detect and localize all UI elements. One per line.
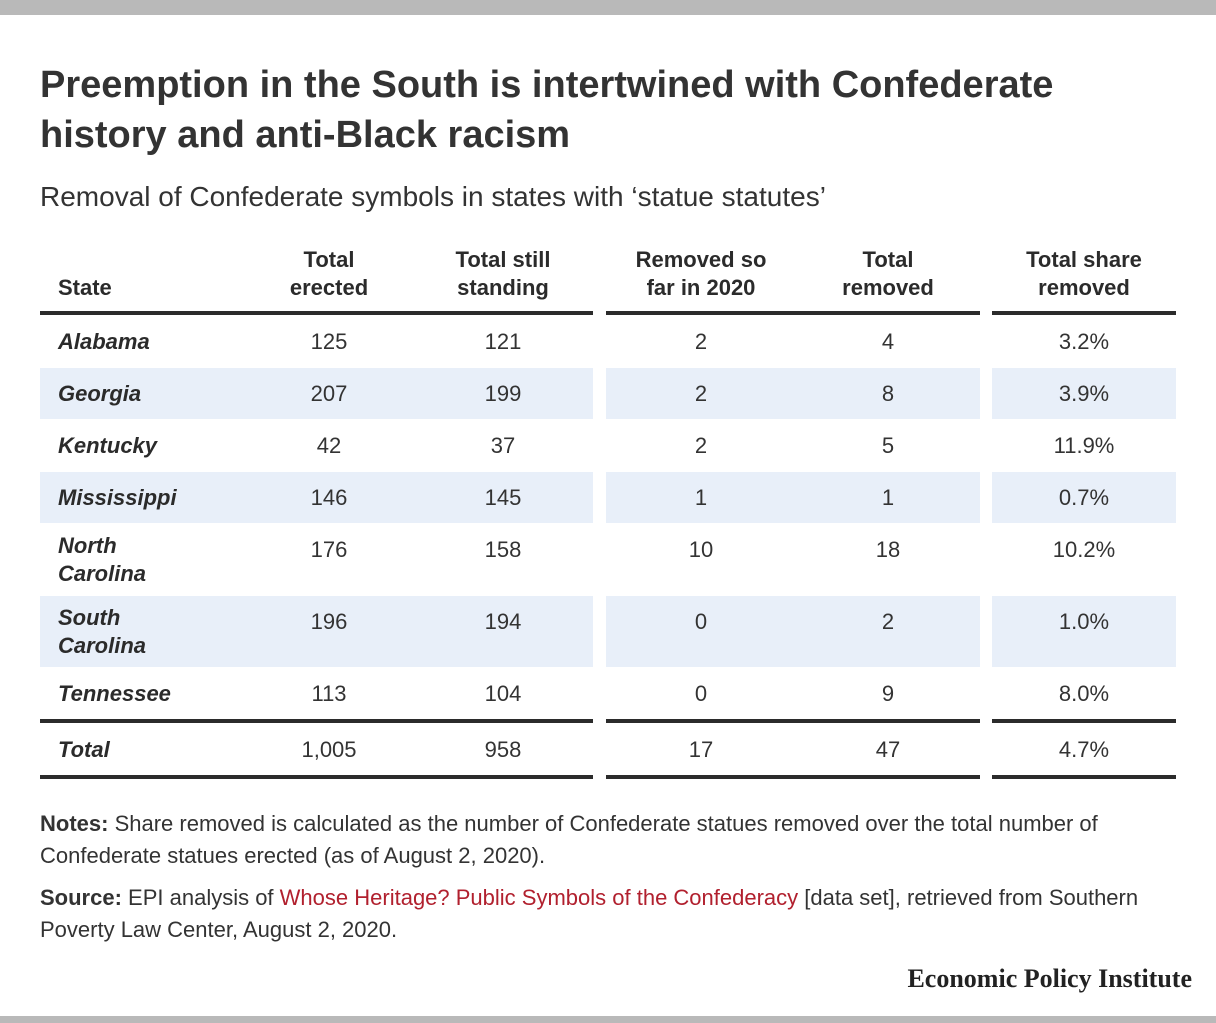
cell-erected: 113 [311,681,347,706]
notes-text: Share removed is calculated as the numbe… [40,811,1098,868]
row-band-mississippi-b [606,472,980,523]
cell-erected: 42 [316,433,342,458]
page-subtitle: Removal of Confederate symbols in states… [40,181,826,212]
cell-total-removed: 1 [881,485,895,510]
source-label: Source: [40,885,122,910]
cell-standing: 199 [484,381,522,406]
row-band-georgia-b [606,368,980,419]
total-share: 4.7% [1058,737,1110,762]
cell-erected: 125 [310,329,348,354]
cell-share: 10.2% [1052,537,1116,562]
row-band-mississippi-a [40,472,593,523]
header-rule-c [992,311,1176,315]
total-bottom-rule-b [606,775,980,779]
cell-removed-2020: 2 [694,381,708,406]
cell-share: 0.7% [1058,485,1110,510]
cell-standing: 145 [484,485,522,510]
source-text-before: EPI analysis of [121,885,280,910]
cell-removed-2020: 2 [694,433,708,458]
cell-total-removed: 9 [881,681,895,706]
cell-share: 8.0% [1058,681,1110,706]
cell-total-removed: 4 [881,329,895,354]
state-name-line-1: South [58,605,121,630]
cell-share: 3.2% [1058,329,1110,354]
cell-share: 1.0% [1058,609,1110,634]
total-standing: 958 [484,737,522,762]
state-name-line-2: Carolina [58,633,147,658]
bottom-frame-bar [0,1016,1216,1023]
header-state: State [58,275,112,300]
state-name-line-1: North [58,533,117,558]
page-title: Preemption in the South is intertwined w… [40,64,1054,156]
total-removed-2020: 17 [688,737,714,762]
header-rule-b [606,311,980,315]
row-band-mississippi-c [992,472,1176,523]
total-removed: 47 [875,737,901,762]
source-dataset-link[interactable]: Whose Heritage? Public Symbols of the Co… [279,885,799,910]
cell-share: 3.9% [1058,381,1110,406]
state-name: Alabama [58,329,150,354]
source-text-after: [data set], retrieved from Southern Pove… [40,885,1139,942]
cell-erected: 196 [310,609,348,634]
top-frame-bar [0,0,1216,15]
cell-total-removed: 8 [881,381,895,406]
cell-removed-2020: 2 [694,329,708,354]
cell-erected: 176 [310,537,348,562]
cell-erected: 207 [310,381,348,406]
notes-label: Notes: [40,811,109,836]
total-bottom-rule-c [992,775,1176,779]
total-top-rule-a [40,719,593,723]
state-name: Mississippi [58,485,177,510]
cell-removed-2020: 0 [694,609,708,634]
source: Source: EPI analysis of Whose Heritage? … [40,882,1180,946]
state-name: Kentucky [58,433,158,458]
cell-standing: 158 [484,537,522,562]
row-band-south-carolina-b [606,596,980,667]
header-rule-a [40,311,593,315]
row-band-south-carolina-a [40,596,593,667]
cell-total-removed: 5 [881,433,895,458]
row-band-georgia-a [40,368,593,419]
cell-removed-2020: 1 [694,485,708,510]
state-name: Tennessee [58,681,171,706]
cell-standing: 37 [490,433,516,458]
cell-erected: 146 [310,485,348,510]
total-top-rule-c [992,719,1176,723]
brand-logo: Economic Policy Institute [907,964,1192,993]
cell-standing: 194 [484,609,522,634]
total-top-rule-b [606,719,980,723]
cell-removed-2020: 10 [688,537,714,562]
total-erected: 1,005 [301,737,357,762]
total-bottom-rule-a [40,775,593,779]
cell-total-removed: 18 [875,537,901,562]
total-label: Total [58,737,110,762]
cell-total-removed: 2 [881,609,895,634]
cell-standing: 121 [484,329,522,354]
notes: Notes: Share removed is calculated as th… [40,808,1180,872]
cell-removed-2020: 0 [694,681,708,706]
row-band-south-carolina-c [992,596,1176,667]
state-name: Georgia [58,381,142,406]
state-name-line-2: Carolina [58,561,147,586]
cell-standing: 104 [484,681,522,706]
row-band-georgia-c [992,368,1176,419]
cell-share: 11.9% [1053,433,1115,458]
